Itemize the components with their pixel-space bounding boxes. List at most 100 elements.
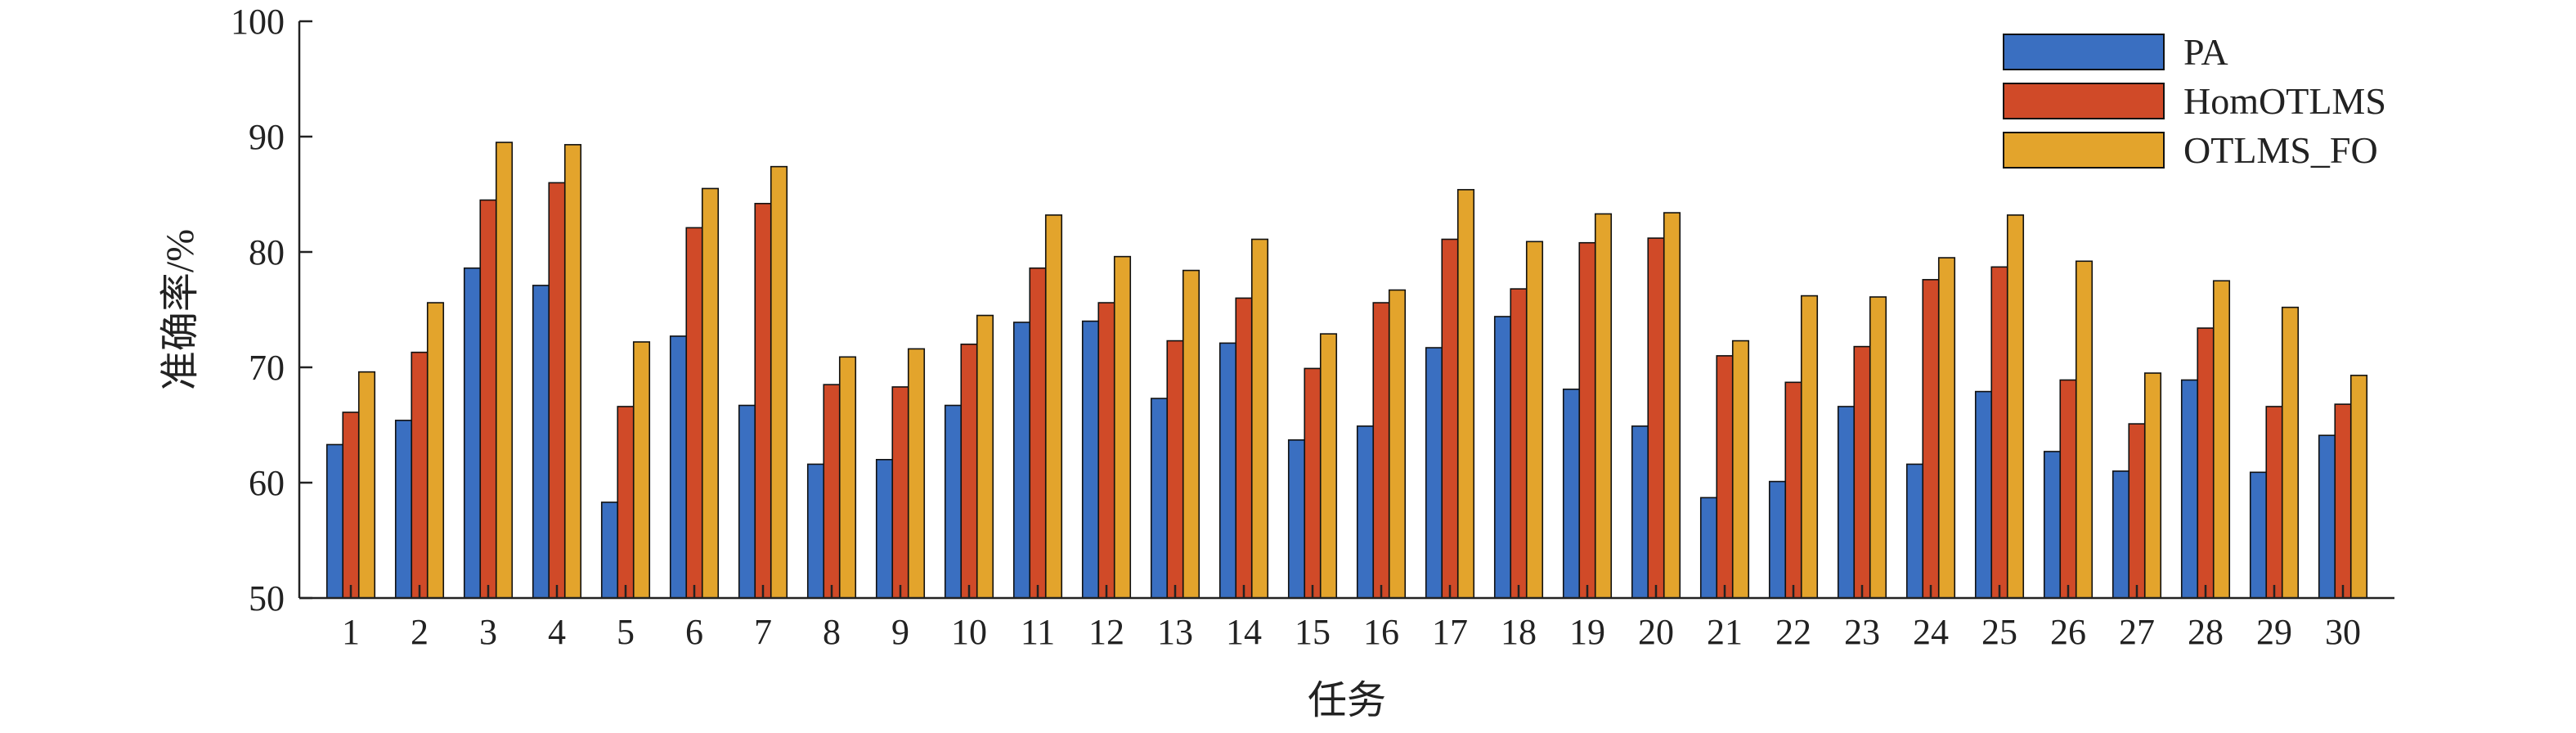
x-tick-label: 3 (479, 612, 497, 652)
x-tick-label: 23 (1844, 612, 1880, 652)
bar-homotlms-28 (2197, 327, 2215, 599)
bar-homotlms-13 (1166, 340, 1184, 599)
bar-pa-25 (1974, 390, 1993, 599)
bar-otlms-fo-12 (1113, 255, 1132, 599)
bar-pa-29 (2249, 471, 2268, 599)
x-axis-title: 任务 (1308, 679, 1386, 722)
bar-otlms-fo-1 (357, 371, 376, 599)
x-tick-label: 28 (2188, 612, 2224, 652)
bar-homotlms-16 (1372, 302, 1390, 599)
bar-otlms-fo-6 (701, 187, 720, 599)
y-axis-title: 准确率/% (159, 229, 202, 390)
x-tick-label: 2 (411, 612, 429, 652)
x-tick-label: 6 (685, 612, 703, 652)
bar-otlms-fo-30 (2349, 375, 2368, 599)
x-tick-label: 9 (891, 612, 909, 652)
x-tick-label: 4 (548, 612, 566, 652)
bar-homotlms-18 (1510, 288, 1528, 599)
x-tick-label: 25 (1981, 612, 2017, 652)
x-tick-label: 22 (1775, 612, 1811, 652)
x-tick-label: 13 (1157, 612, 1193, 652)
y-tick-label: 90 (249, 117, 285, 157)
bar-pa-2 (394, 420, 413, 599)
x-tick-label: 14 (1226, 612, 1262, 652)
bar-pa-28 (2180, 379, 2199, 599)
x-tick-label: 18 (1501, 612, 1537, 652)
x-tick-label: 16 (1363, 612, 1399, 652)
bar-otlms-fo-5 (632, 341, 651, 599)
bar-otlms-fo-24 (1937, 257, 1956, 599)
bar-homotlms-26 (2059, 379, 2077, 599)
bar-pa-26 (2043, 451, 2062, 599)
bar-pa-14 (1218, 342, 1237, 599)
bar-otlms-fo-7 (770, 165, 788, 599)
y-tick-label: 50 (249, 578, 285, 618)
bar-otlms-fo-26 (2075, 260, 2094, 599)
bar-otlms-fo-21 (1731, 340, 1750, 599)
bar-homotlms-14 (1235, 297, 1253, 599)
legend-label-pa: PA (2183, 31, 2228, 73)
bar-homotlms-15 (1304, 367, 1322, 599)
bar-otlms-fo-17 (1456, 189, 1475, 599)
bar-homotlms-2 (411, 351, 429, 599)
bar-pa-13 (1150, 398, 1169, 599)
bar-pa-11 (1012, 322, 1031, 599)
bar-otlms-fo-11 (1044, 214, 1063, 599)
legend-swatch-otlms-fo (2003, 132, 2165, 169)
bar-homotlms-8 (823, 384, 841, 599)
legend-label-homotlms: HomOTLMS (2183, 80, 2386, 122)
bar-homotlms-20 (1647, 237, 1665, 599)
bar-homotlms-1 (342, 411, 360, 599)
y-tick-label: 100 (231, 2, 285, 42)
bar-homotlms-22 (1784, 381, 1802, 599)
bar-otlms-fo-22 (1800, 295, 1819, 599)
x-tick-label: 30 (2325, 612, 2361, 652)
y-tick-label: 60 (249, 463, 285, 503)
bar-homotlms-24 (1922, 279, 1940, 599)
bar-otlms-fo-13 (1182, 269, 1200, 599)
bar-pa-7 (738, 404, 756, 599)
bar-homotlms-4 (548, 182, 566, 599)
bar-homotlms-6 (685, 227, 703, 599)
bar-otlms-fo-18 (1525, 241, 1544, 599)
bar-homotlms-30 (2334, 403, 2352, 599)
bar-otlms-fo-2 (426, 302, 445, 599)
bar-pa-15 (1287, 439, 1306, 599)
x-tick-label: 21 (1707, 612, 1743, 652)
bar-pa-9 (875, 458, 894, 599)
x-tick-label: 27 (2119, 612, 2155, 652)
x-tick-label: 11 (1021, 612, 1055, 652)
y-tick-label: 80 (249, 232, 285, 272)
bar-pa-21 (1699, 497, 1718, 599)
bar-pa-24 (1905, 463, 1924, 599)
x-tick-label: 17 (1432, 612, 1468, 652)
legend-swatch-pa (2003, 34, 2165, 70)
x-tick-label: 29 (2256, 612, 2292, 652)
bar-otlms-fo-16 (1388, 289, 1407, 599)
bar-otlms-fo-20 (1663, 212, 1681, 599)
bar-pa-16 (1356, 425, 1375, 599)
bar-pa-20 (1631, 425, 1649, 599)
bar-pa-10 (944, 404, 963, 599)
bar-otlms-fo-3 (495, 142, 514, 599)
x-tick-label: 19 (1569, 612, 1605, 652)
bar-otlms-fo-14 (1250, 238, 1269, 599)
bar-homotlms-7 (754, 202, 772, 599)
bar-homotlms-10 (960, 343, 978, 599)
bar-pa-6 (669, 335, 688, 599)
bar-otlms-fo-23 (1869, 296, 1887, 599)
bar-otlms-fo-27 (2143, 372, 2162, 599)
bar-homotlms-21 (1716, 355, 1734, 599)
x-tick-label: 20 (1638, 612, 1674, 652)
bar-pa-5 (600, 501, 619, 599)
bar-pa-22 (1768, 480, 1787, 599)
bar-homotlms-29 (2265, 406, 2283, 599)
bar-homotlms-9 (891, 386, 909, 599)
bar-pa-4 (532, 285, 550, 599)
bar-pa-27 (2112, 470, 2130, 599)
axes-layer (298, 20, 2394, 600)
bars-layer (325, 142, 2368, 599)
bar-pa-23 (1837, 406, 1856, 599)
